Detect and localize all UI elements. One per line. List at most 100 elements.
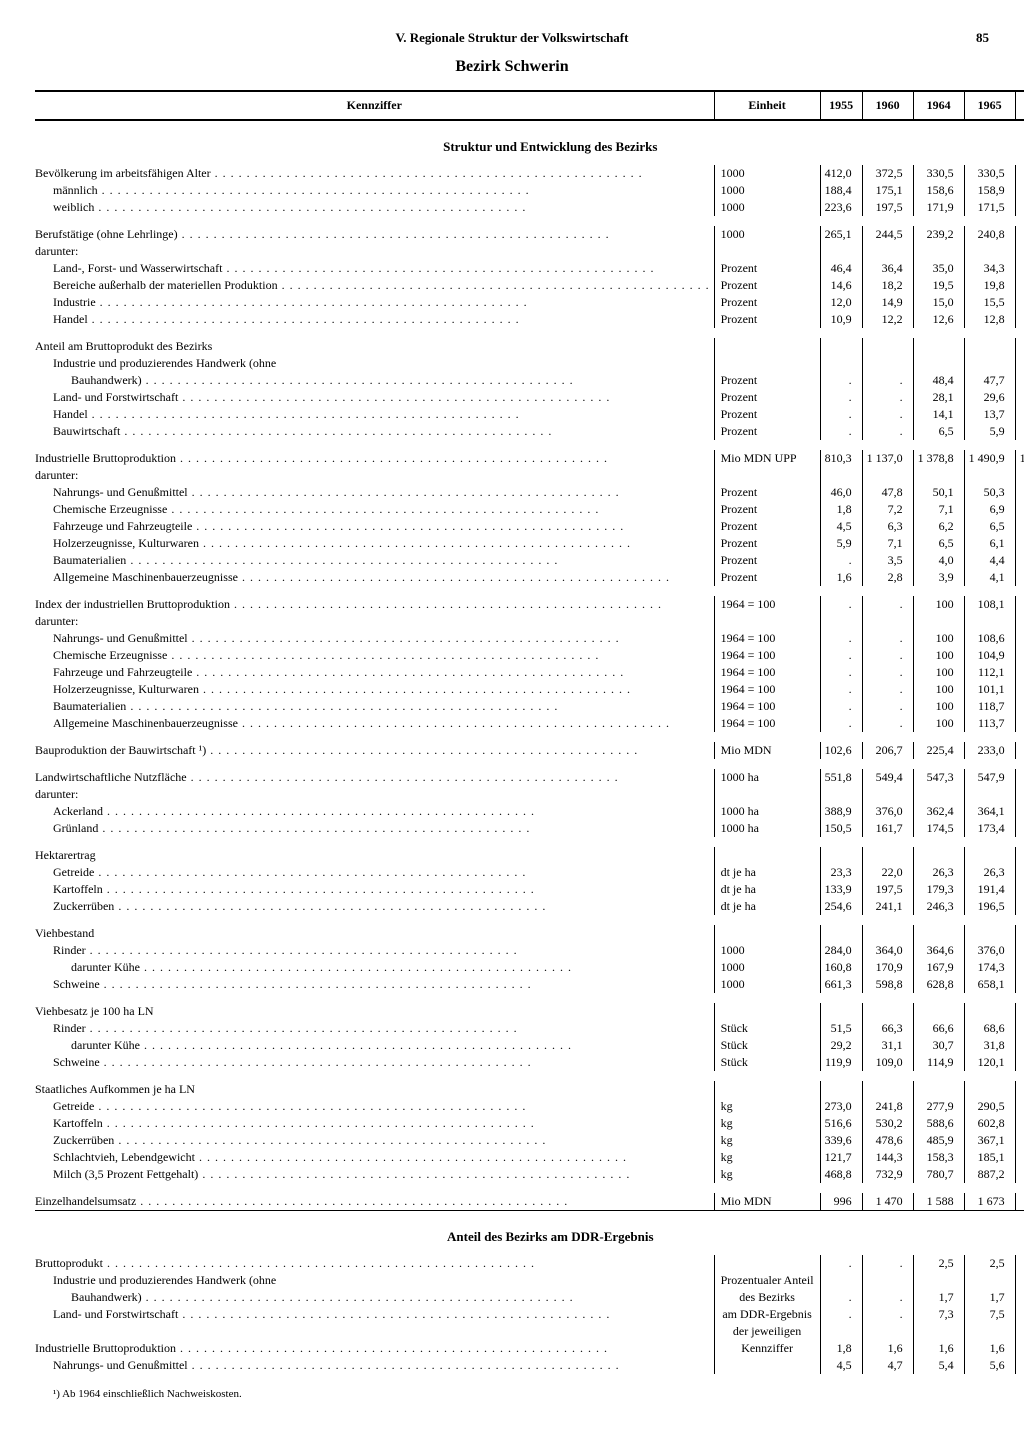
cell-value — [913, 1003, 964, 1020]
cell-value: 3,9 — [913, 569, 964, 586]
row-unit: Prozent — [714, 484, 820, 501]
row-label: Index der industriellen Bruttoproduktion — [35, 596, 714, 613]
cell-value: 29,6 — [964, 389, 1015, 406]
cell-value: 119,9 — [820, 1054, 862, 1071]
table-row: Land- und Forstwirtschaftam DDR-Ergebnis… — [35, 1306, 1024, 1323]
cell-value: 119,6 — [1015, 596, 1024, 613]
cell-value: 339,6 — [820, 1132, 862, 1149]
cell-value: 7,3 — [913, 1306, 964, 1323]
cell-value: 4,1 — [964, 569, 1015, 586]
cell-value: 6,3 — [1015, 535, 1024, 552]
cell-value — [820, 1323, 862, 1340]
cell-value — [1015, 1323, 1024, 1340]
cell-value — [913, 925, 964, 942]
cell-value — [820, 786, 862, 803]
cell-value: 170,9 — [862, 959, 913, 976]
cell-value: 241,8 — [862, 1098, 913, 1115]
cell-value: 283,3 — [1015, 1098, 1024, 1115]
cell-value: 1 588 — [913, 1193, 964, 1211]
cell-value: 6,1 — [964, 535, 1015, 552]
row-label: darunter: — [35, 613, 714, 630]
cell-value: 6,8 — [1015, 501, 1024, 518]
cell-value: 115,2 — [1015, 681, 1024, 698]
cell-value: . — [820, 552, 862, 569]
cell-value: 3,7 — [1015, 569, 1024, 586]
cell-value: 7,5 — [964, 1306, 1015, 1323]
table-row: Getreidekg273,0241,8277,9290,5283,3 — [35, 1098, 1024, 1115]
cell-value: . — [1015, 372, 1024, 389]
cell-value: 15,7 — [1015, 294, 1024, 311]
col-year-3: 1965 — [964, 91, 1015, 120]
cell-value: 35,0 — [913, 260, 964, 277]
cell-value: 100 — [913, 715, 964, 732]
row-label: Rinder — [35, 942, 714, 959]
cell-value: 100 — [913, 681, 964, 698]
cell-value — [1015, 1272, 1024, 1289]
table-row: Industrielle BruttoproduktionMio MDN UPP… — [35, 450, 1024, 467]
cell-value: 206,7 — [862, 742, 913, 759]
row-unit: Prozent — [714, 535, 820, 552]
row-label: Berufstätige (ohne Lehrlinge) — [35, 226, 714, 243]
cell-value: 50,3 — [964, 484, 1015, 501]
cell-value: 12,0 — [820, 294, 862, 311]
row-unit: 1000 — [714, 182, 820, 199]
table-row: darunter: — [35, 613, 1024, 630]
cell-value: 598,8 — [862, 976, 913, 993]
cell-value: 70,3 — [1015, 1020, 1024, 1037]
cell-value: . — [820, 423, 862, 440]
cell-value: . — [862, 647, 913, 664]
cell-value: 1 490,9 — [964, 450, 1015, 467]
row-label: Zuckerrüben — [35, 898, 714, 915]
cell-value: 290,5 — [964, 1098, 1015, 1115]
row-unit: Prozent — [714, 569, 820, 586]
cell-value — [862, 355, 913, 372]
cell-value — [862, 786, 913, 803]
cell-value — [964, 1081, 1015, 1098]
cell-value: 4,5 — [820, 518, 862, 535]
row-unit — [714, 243, 820, 260]
table-row: darunter Kühe1000160,8170,9167,9174,3178… — [35, 959, 1024, 976]
row-label: Industrie und produzierendes Handwerk (o… — [35, 1272, 714, 1289]
row-unit: Kennziffer — [714, 1340, 820, 1357]
row-label: Bauhandwerk) — [35, 1289, 714, 1306]
row-unit — [714, 1003, 820, 1020]
table-row: EinzelhandelsumsatzMio MDN9961 4701 5881… — [35, 1193, 1024, 1211]
row-label: Getreide — [35, 864, 714, 881]
row-label: darunter Kühe — [35, 959, 714, 976]
cell-value: 1,6 — [964, 1340, 1015, 1357]
table-row: Industrielle BruttoproduktionKennziffer1… — [35, 1340, 1024, 1357]
cell-value: 100 — [913, 596, 964, 613]
table-row: Bevölkerung im arbeitsfähigen Alter10004… — [35, 165, 1024, 182]
col-year-2: 1964 — [913, 91, 964, 120]
row-label: Getreide — [35, 1098, 714, 1115]
cell-value: 246,3 — [913, 898, 964, 915]
cell-value: 15,5 — [964, 294, 1015, 311]
table-row: Allgemeine MaschinenbauerzeugnisseProzen… — [35, 569, 1024, 586]
table-row: Schlachtvieh, Lebendgewichtkg121,7144,31… — [35, 1149, 1024, 1166]
cell-value: 100 — [913, 630, 964, 647]
table-row: Nahrungs- und Genußmittel1964 = 100..100… — [35, 630, 1024, 647]
cell-value: 12,2 — [862, 311, 913, 328]
row-unit: Prozent — [714, 277, 820, 294]
cell-value: . — [1015, 1255, 1024, 1272]
row-label: Schweine — [35, 976, 714, 993]
cell-value: 254,6 — [820, 898, 862, 915]
row-label: Nahrungs- und Genußmittel — [35, 630, 714, 647]
cell-value: 158,6 — [913, 182, 964, 199]
cell-value — [964, 925, 1015, 942]
cell-value: . — [862, 596, 913, 613]
cell-value: 364,1 — [964, 803, 1015, 820]
cell-value: 5,4 — [913, 1357, 964, 1374]
row-unit: 1964 = 100 — [714, 647, 820, 664]
cell-value: 14,6 — [820, 277, 862, 294]
row-unit: Mio MDN UPP — [714, 450, 820, 467]
cell-value: 1,6 — [820, 569, 862, 586]
table-row: Chemische ErzeugnisseProzent1,87,27,16,9… — [35, 501, 1024, 518]
cell-value: 191,4 — [964, 881, 1015, 898]
cell-value: 18,2 — [862, 277, 913, 294]
row-label: Handel — [35, 311, 714, 328]
cell-value: 178,4 — [1015, 959, 1024, 976]
cell-value — [820, 355, 862, 372]
table-row: Staatliches Aufkommen je ha LN — [35, 1081, 1024, 1098]
cell-value: 68,6 — [964, 1020, 1015, 1037]
